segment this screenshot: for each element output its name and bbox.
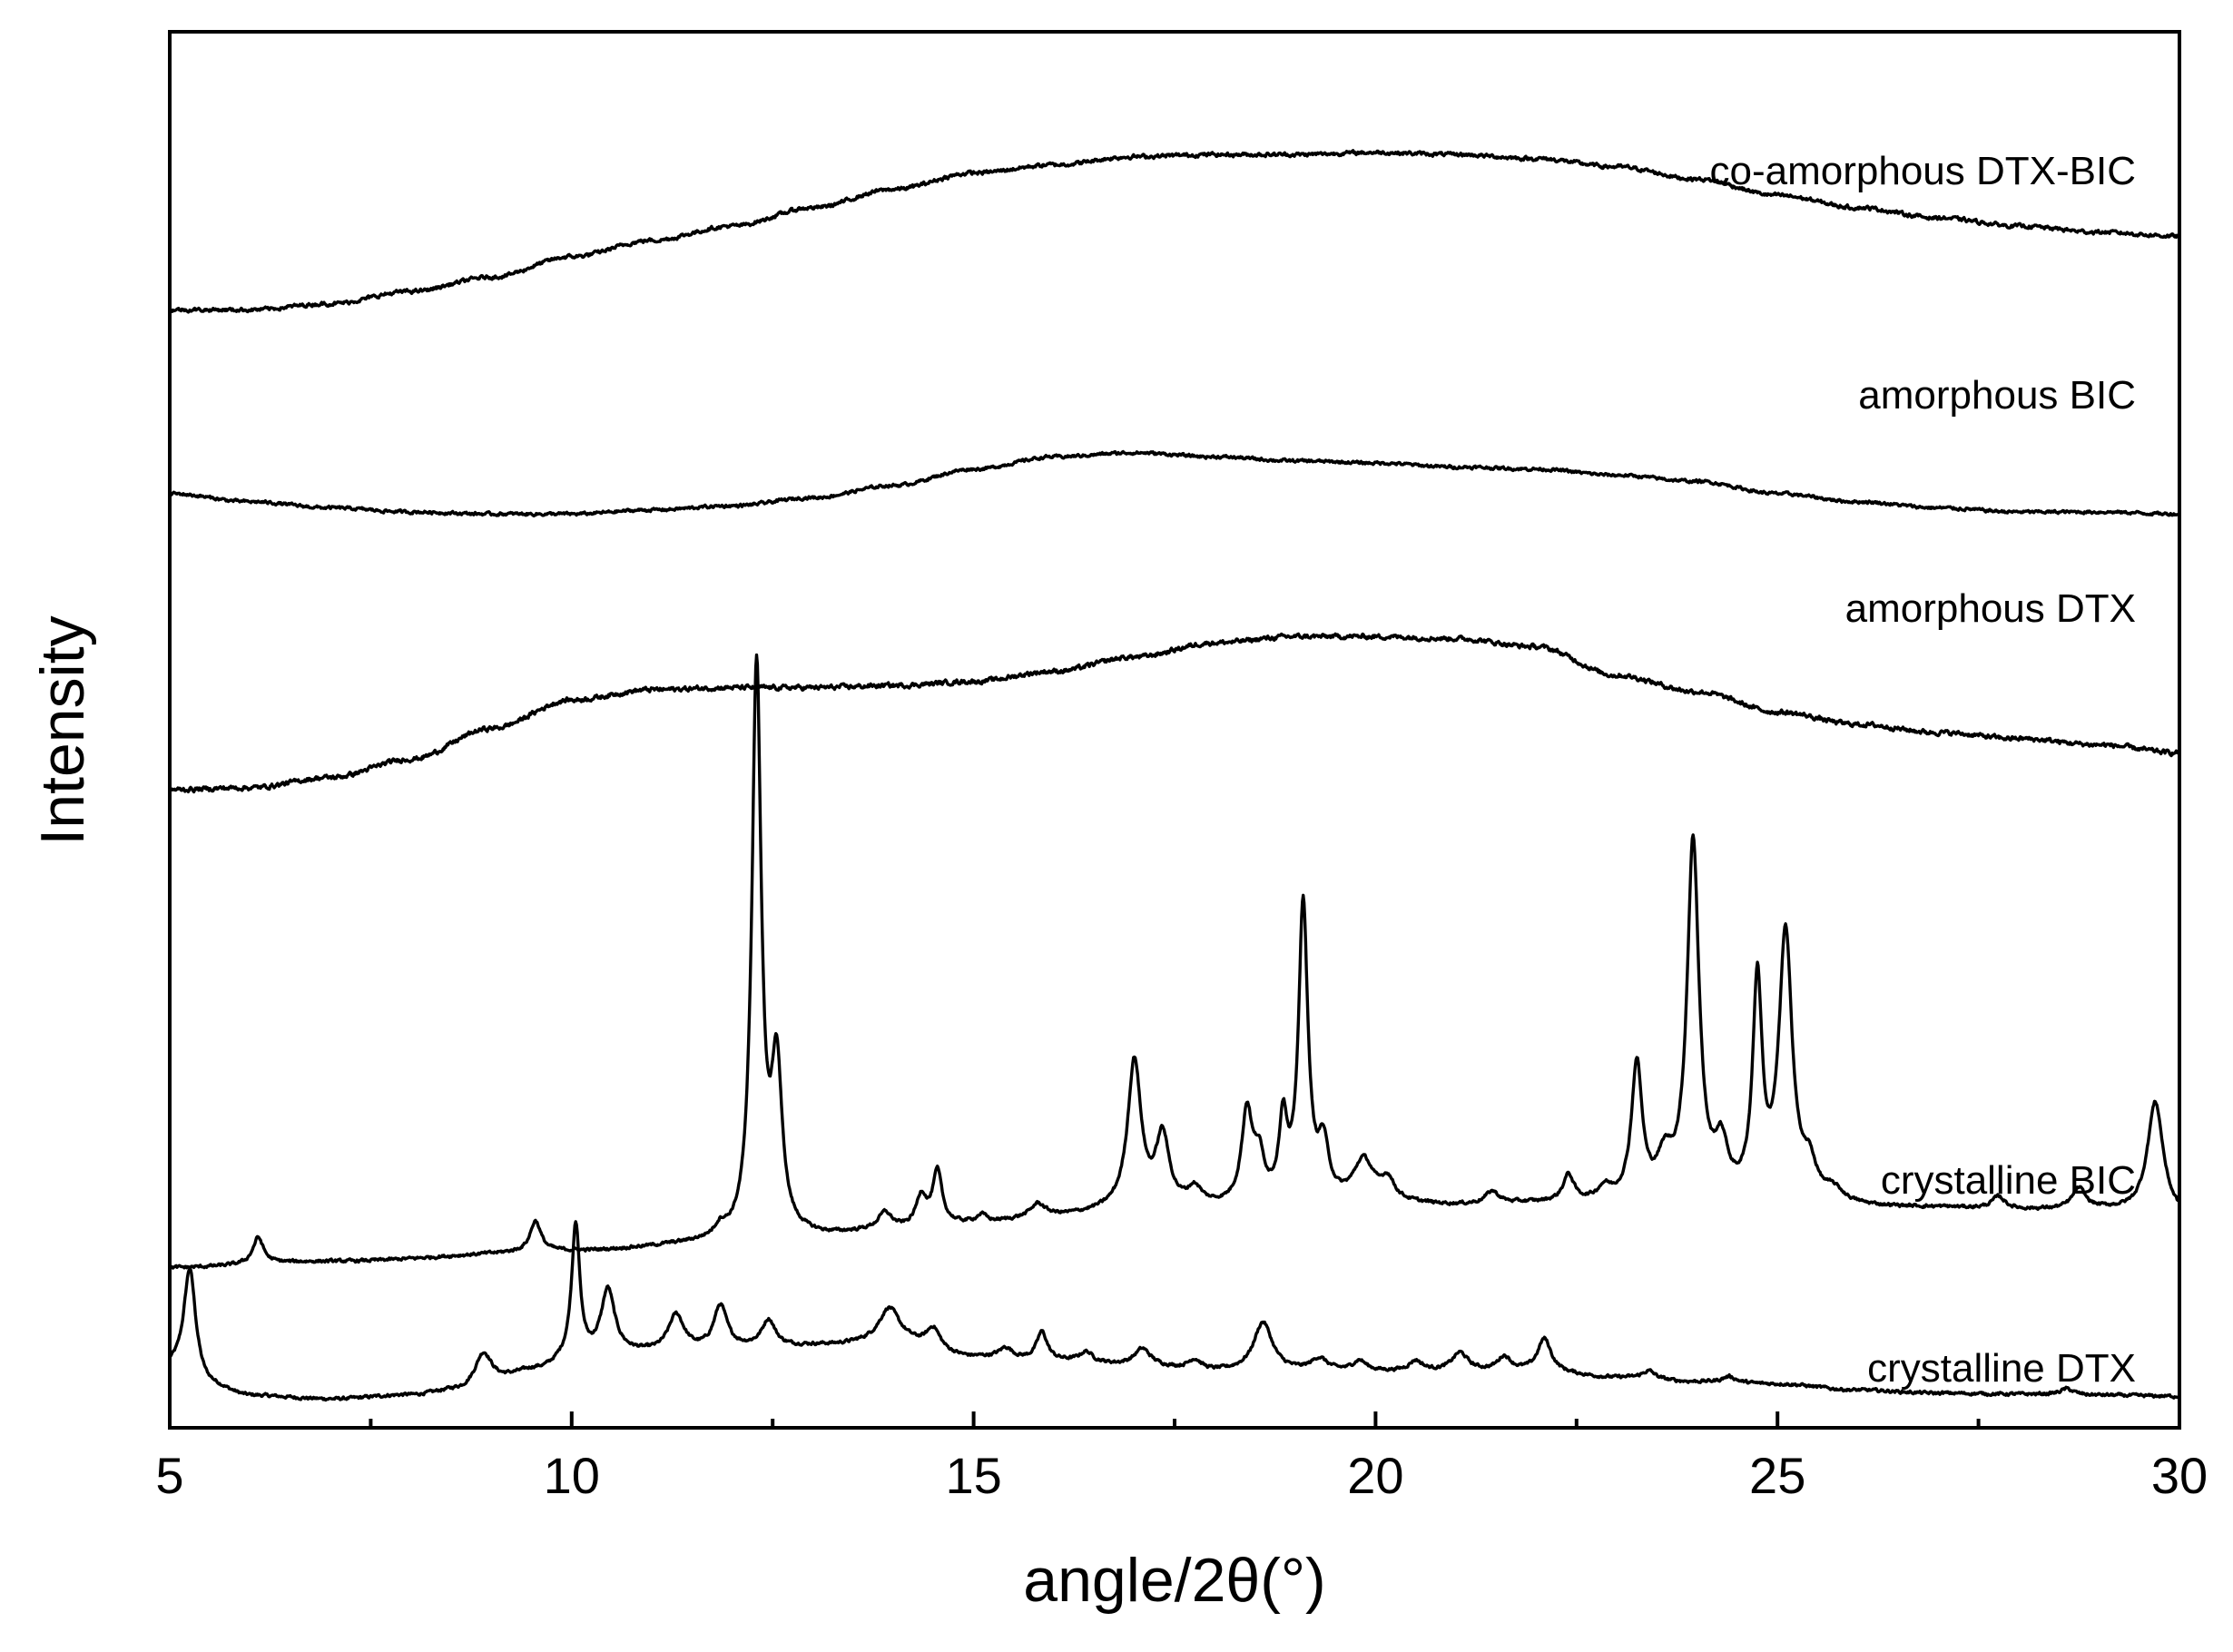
x-tick-label: 5	[155, 1447, 183, 1504]
x-tick-label: 10	[544, 1447, 600, 1504]
x-tick-label: 20	[1347, 1447, 1403, 1504]
series-layer	[168, 149, 2181, 1402]
series-line-crystalline-bic	[168, 653, 2181, 1270]
x-tick-label: 15	[945, 1447, 1001, 1504]
x-axis-label: angle/2θ(°)	[1023, 1546, 1325, 1615]
series-label: co-amorphous DTX-BIC	[1710, 149, 2136, 193]
x-tick-label: 25	[1749, 1447, 1805, 1504]
y-axis-label: Intensity	[28, 615, 97, 845]
series-label: amorphous BIC	[1858, 373, 2136, 418]
x-axis-ticks: 5 10 15 20 25 30	[155, 1411, 2208, 1504]
series-label-layer: crystalline DTX crystalline BIC amorphous …	[1710, 149, 2136, 1391]
x-tick-label: 30	[2151, 1447, 2208, 1504]
series-label: amorphous DTX	[1845, 586, 2136, 631]
series-line-crystalline-dtx	[169, 1220, 2180, 1402]
series-line-amorphous-bic	[168, 449, 2181, 518]
series-label: crystalline BIC	[1881, 1158, 2136, 1203]
series-line-amorphous-dtx	[168, 632, 2181, 794]
series-label: crystalline DTX	[1867, 1346, 2136, 1391]
series-line-co-amorphous-dtx-bic	[168, 149, 2181, 314]
